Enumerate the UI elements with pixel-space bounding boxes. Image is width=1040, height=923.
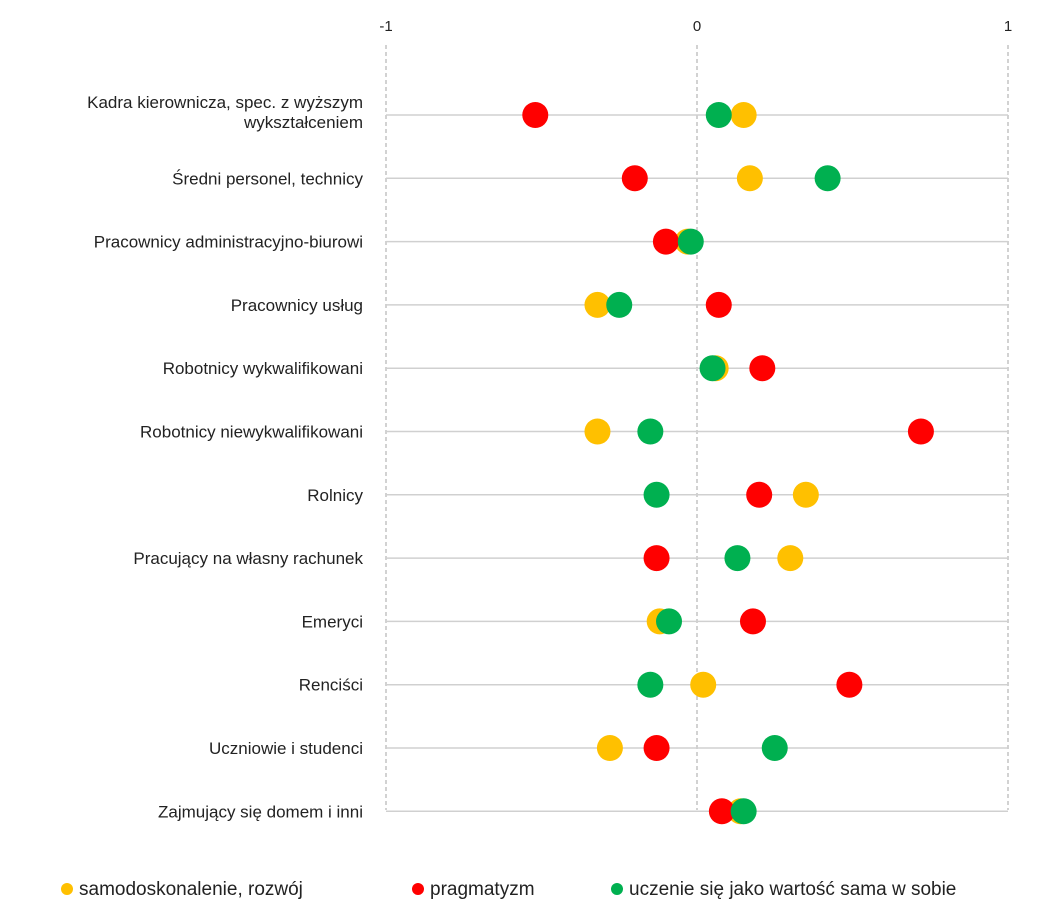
category-label: wykształceniem — [243, 113, 363, 132]
data-point-series-1 — [708, 798, 735, 825]
legend-item: pragmatyzm — [412, 879, 535, 900]
category-label: Pracownicy usług — [231, 296, 363, 315]
data-point-series-0 — [736, 165, 763, 192]
legend-label: pragmatyzm — [430, 879, 535, 900]
data-point-series-2 — [814, 165, 841, 192]
legend-marker — [61, 883, 73, 895]
legend-item: samodoskonalenie, rozwój — [61, 879, 303, 900]
data-point-series-0 — [690, 671, 717, 698]
data-point-series-1 — [643, 735, 670, 761]
data-point-series-1 — [739, 608, 766, 635]
data-point-series-0 — [792, 481, 819, 508]
category-label: Zajmujący się domem i inni — [158, 802, 363, 821]
data-point-series-0 — [596, 735, 623, 761]
data-point-series-1 — [836, 671, 863, 698]
data-point-series-2 — [637, 418, 664, 445]
category-label: Pracujący na własny rachunek — [133, 549, 363, 568]
legend-marker — [412, 883, 424, 895]
data-points — [522, 102, 934, 825]
x-tick-label: 0 — [693, 18, 701, 35]
legend-label: samodoskonalenie, rozwój — [79, 879, 303, 900]
category-label: Robotnicy niewykwalifikowani — [140, 423, 363, 442]
legend: samodoskonalenie, rozwój pragmatyzm uczeni… — [61, 879, 956, 900]
data-point-series-2 — [677, 228, 704, 255]
data-point-series-2 — [724, 545, 751, 572]
category-label: Renciści — [299, 676, 363, 695]
category-label: Robotnicy wykwalifikowani — [163, 359, 363, 378]
data-point-series-2 — [699, 355, 726, 382]
data-point-series-1 — [652, 228, 679, 255]
category-label: Kadra kierownicza, spec. z wyższym — [87, 93, 363, 112]
data-point-series-0 — [584, 291, 611, 318]
data-point-series-1 — [522, 102, 549, 128]
data-point-series-0 — [777, 545, 804, 572]
category-label: Uczniowie i studenci — [209, 739, 363, 758]
category-label: Rolnicy — [307, 486, 363, 505]
x-axis-ticks: -1 0 1 — [379, 18, 1012, 35]
data-point-series-0 — [584, 418, 611, 445]
data-point-series-1 — [621, 165, 648, 192]
category-labels: Kadra kierownicza, spec. z wyższymwykszt… — [87, 93, 363, 821]
data-point-series-2 — [656, 608, 683, 635]
category-label: Emeryci — [302, 612, 363, 631]
category-label: Średni personel, technicy — [172, 169, 363, 188]
data-point-series-2 — [643, 481, 670, 508]
x-tick-label: 1 — [1004, 18, 1012, 35]
category-label: Pracownicy administracyjno-biurowi — [94, 233, 363, 252]
data-point-series-2 — [637, 671, 664, 698]
data-point-series-1 — [705, 291, 732, 318]
data-point-series-1 — [907, 418, 934, 445]
data-point-series-2 — [730, 798, 757, 825]
data-point-series-1 — [746, 481, 773, 508]
data-point-series-0 — [730, 102, 757, 128]
data-point-series-2 — [705, 102, 732, 128]
data-point-series-1 — [749, 355, 776, 382]
legend-label: uczenie się jako wartość sama w sobie — [629, 879, 956, 900]
data-point-series-2 — [761, 735, 788, 761]
data-point-series-2 — [606, 291, 633, 318]
legend-item: uczenie się jako wartość sama w sobie — [611, 879, 956, 900]
data-point-series-1 — [643, 545, 670, 572]
legend-marker — [611, 883, 623, 895]
x-tick-label: -1 — [379, 18, 392, 35]
